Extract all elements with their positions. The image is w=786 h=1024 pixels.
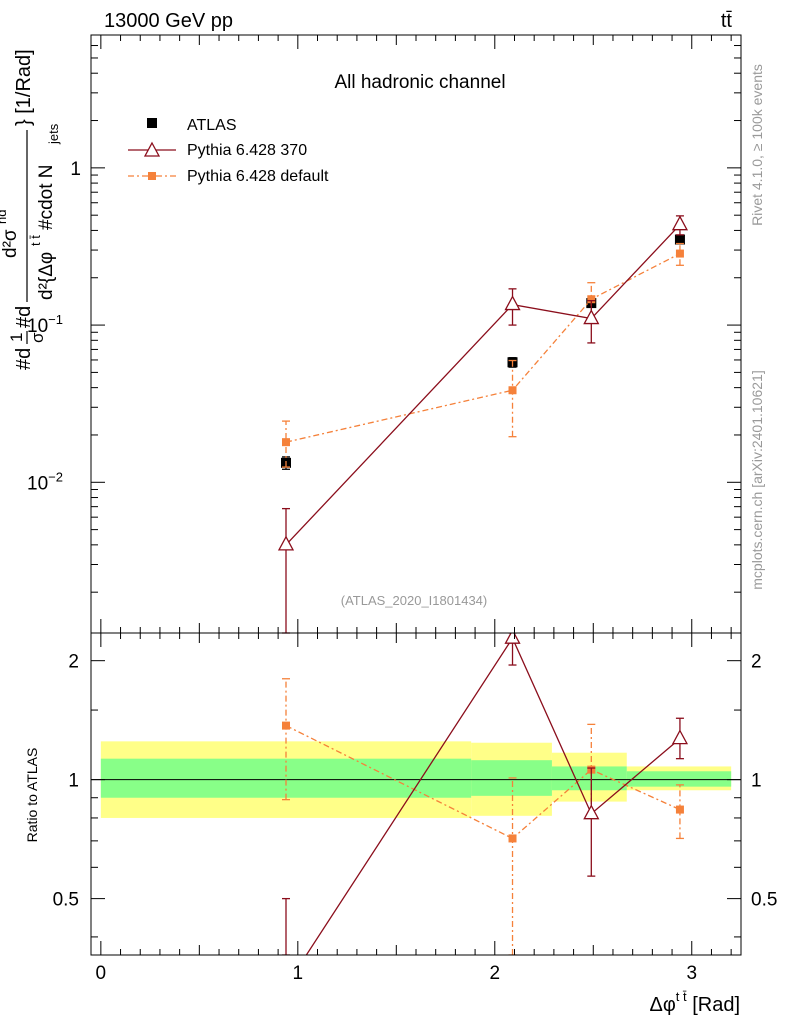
ratio-ytick-label-right: 0.5 xyxy=(751,890,777,911)
ratio-pythia-default-marker xyxy=(282,721,290,730)
ylabel-pre: #d xyxy=(13,348,35,370)
pythia-370-marker xyxy=(671,215,689,231)
ratio-frame xyxy=(90,632,742,956)
pythia-370-marker xyxy=(504,295,521,311)
legend-label-pythia-370: Pythia 6.428 370 xyxy=(187,142,307,159)
ratio-pythia-370-marker xyxy=(671,729,689,745)
ratio-xtick-label: 0 xyxy=(96,963,107,984)
ratio-ytick-label: 1 xyxy=(68,771,79,792)
pythia-370-marker xyxy=(583,309,600,325)
svg-text:#d: #d xyxy=(13,348,35,370)
ylabel-frac2-den-sub: jets xyxy=(46,123,61,145)
rivet-label: Rivet 4.1.0, ≥ 100k events xyxy=(749,64,765,226)
ylabel-frac1-num: 1 xyxy=(7,333,26,342)
ratio-pythia-default-marker xyxy=(508,834,517,843)
ylabel-frac2-num: d²σ xyxy=(0,229,21,258)
ratio-xtick-label: 3 xyxy=(686,963,697,984)
ylabel-frac1-den: σ xyxy=(28,332,47,343)
pythia-370-marker xyxy=(277,535,295,551)
ratio-band-stat xyxy=(100,758,472,798)
legend-marker-pythia-default xyxy=(148,172,156,180)
legend-marker-atlas xyxy=(147,118,157,128)
atlas-line xyxy=(286,240,680,463)
ylabel-frac2-num-sup: nd xyxy=(0,210,9,224)
pythia-default-marker xyxy=(675,249,684,258)
main-ytick-label: 10−2 xyxy=(27,469,63,494)
ylabel-frac2-den-end: #cdot N xyxy=(36,165,57,230)
chart-title: All hadronic channel xyxy=(334,72,505,93)
header-process: tt̄ xyxy=(721,10,733,32)
pythia-default-marker xyxy=(587,295,596,304)
atlas-marker xyxy=(674,234,685,245)
pythia-370-line xyxy=(285,224,681,546)
ratio-ylabel: Ratio to ATLAS xyxy=(24,748,40,843)
ratio-panel: 0.5 0.5 1 1 2 2 0 1 2 3 xyxy=(53,632,777,984)
xlabel: Δφt t̄ [Rad] xyxy=(649,989,740,1016)
ratio-ytick-label: 2 xyxy=(68,652,79,673)
ratio-band-stat xyxy=(626,771,732,787)
pythia-default-marker xyxy=(282,438,290,447)
main-ytick-base: 10 xyxy=(27,316,48,337)
mcplots-label: mcplots.cern.ch [arXiv:2401.10621] xyxy=(749,370,765,589)
pythia-default-marker xyxy=(508,386,517,395)
ratio-pythia-370-marker xyxy=(504,633,521,644)
ylabel-post: } [1/Rad] xyxy=(13,49,35,126)
main-ylabel: #d 1 σ #d d²σ nd d²{Δφ t t̄ #cdot N jets… xyxy=(0,49,61,370)
ratio-xtick-label: 2 xyxy=(489,963,500,984)
pythia-default-line xyxy=(285,252,681,443)
main-ytick-label: 1 xyxy=(70,159,81,180)
legend-label-pythia-default: Pythia 6.428 default xyxy=(187,168,329,185)
analysis-watermark: (ATLAS_2020_I1801434) xyxy=(341,593,487,608)
ratio-xtick-label: 1 xyxy=(293,963,304,984)
legend: ATLAS Pythia 6.428 370 Pythia 6.428 defa… xyxy=(128,117,329,185)
main-ytick-label: 10−1 xyxy=(27,312,63,337)
xlabel-symbol: Δφ xyxy=(649,994,675,1016)
ratio-pythia-default-line xyxy=(285,725,681,840)
main-ytick-exp: −1 xyxy=(48,312,63,327)
ratio-ytick-label-right: 2 xyxy=(751,652,762,673)
ratio-band-stat xyxy=(551,766,627,791)
legend-marker-pythia-370 xyxy=(143,141,161,157)
ylabel-frac2-den-sup: t t̄ xyxy=(28,235,43,246)
header-energy: 13000 GeV pp xyxy=(104,10,233,32)
ylabel-mid: #d xyxy=(13,306,35,328)
main-ytick-base: 10 xyxy=(27,473,48,494)
main-panel: All hadronic channel (ATLAS_2020_I180143… xyxy=(27,34,742,634)
xlabel-unit: [Rad] xyxy=(687,994,740,1016)
main-ytick-exp: −2 xyxy=(48,469,63,484)
legend-label-atlas: ATLAS xyxy=(187,117,237,134)
ylabel-frac2-den: d²{Δφ xyxy=(36,252,57,300)
ratio-pythia-default-marker xyxy=(675,805,684,814)
ratio-pythia-370-line xyxy=(305,636,681,955)
svg-text:Δφt t̄ [Rad]: Δφt t̄ [Rad] xyxy=(649,989,740,1016)
ratio-ytick-label-right: 1 xyxy=(751,771,762,792)
ratio-pythia-370-marker xyxy=(583,804,600,820)
xlabel-sup: t t̄ xyxy=(676,989,687,1004)
ratio-ytick-label: 0.5 xyxy=(53,890,79,911)
